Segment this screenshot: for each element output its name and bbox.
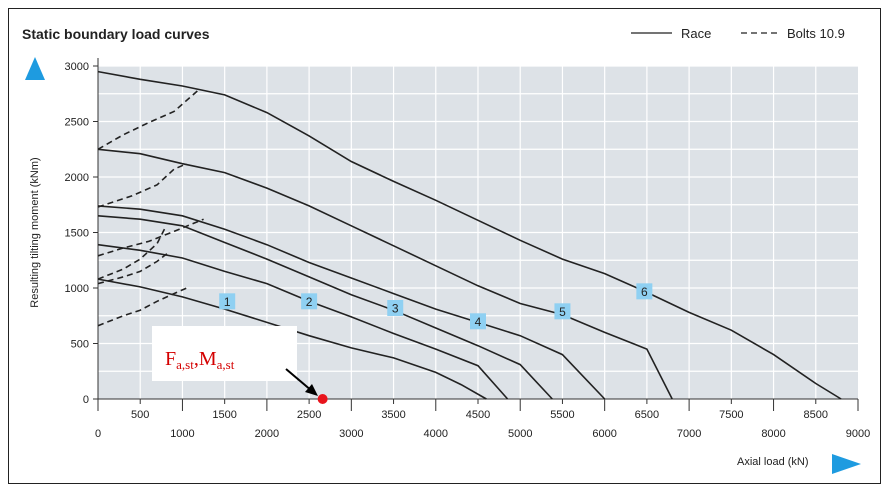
race-curve-5 — [97, 148, 673, 400]
y-tick-label: 3000 — [65, 61, 89, 73]
x-tick-label: 6000 — [592, 428, 616, 440]
x-tick-label: 8000 — [761, 428, 785, 440]
y-tick-label: 1500 — [65, 228, 89, 240]
x-tick-label: 7500 — [719, 409, 743, 421]
curve-label: 4 — [475, 315, 482, 329]
y-tick-label: 500 — [71, 339, 89, 351]
annotation: Fa,st,Ma,st — [152, 326, 328, 404]
x-tick-label: 2500 — [297, 409, 321, 421]
race-curve-4 — [97, 205, 606, 400]
curve-label-box — [387, 299, 404, 316]
bolt-curve-11 — [97, 162, 188, 208]
y-axis-label: Resulting tilting moment (kNm) — [29, 157, 41, 307]
race-curve-3 — [97, 215, 553, 400]
x-tick-label: 0 — [95, 428, 101, 440]
legend: Race Bolts 10.9 — [631, 26, 845, 41]
x-tick-label: 1500 — [212, 409, 236, 421]
annotation-arrow-line — [285, 368, 313, 392]
curve-label: 3 — [392, 301, 399, 315]
chart-title: Static boundary load curves — [22, 26, 210, 42]
x-tick-label: 500 — [131, 409, 149, 421]
curve-label: 2 — [306, 295, 313, 309]
x-tick-label: 2000 — [255, 428, 279, 440]
legend-label-bolts: Bolts 10.9 — [787, 26, 845, 41]
curve-label-box — [301, 293, 318, 310]
x-tick-label: 3500 — [381, 409, 405, 421]
y-tick-labels: 0 500 1000 1500 2000 2500 3000 — [65, 61, 98, 406]
x-tick-label: 3000 — [339, 428, 363, 440]
race-curve-6 — [97, 70, 842, 400]
x-axis-arrow-icon — [832, 454, 861, 474]
y-tick-label: 2500 — [65, 117, 89, 129]
annotation-label: Fa,st,Ma,st — [165, 348, 235, 372]
x-tick-label: 4500 — [466, 409, 490, 421]
annotation-point — [317, 394, 328, 404]
y-tick-label: 0 — [83, 394, 89, 406]
legend-label-race: Race — [681, 26, 711, 41]
curve-label: 5 — [559, 305, 566, 319]
x-axis-label: Axial load (kN) — [737, 456, 809, 468]
x-tick-label: 5000 — [508, 428, 532, 440]
curve-label-box — [636, 283, 653, 300]
y-axis-arrow-icon — [25, 57, 45, 80]
curve-label-box — [219, 293, 236, 310]
x-tick-label: 9000 — [846, 428, 870, 440]
curve-labels: 1 2 3 4 5 6 — [219, 283, 653, 330]
bolt-curve-8 — [97, 250, 171, 285]
annotation-box — [152, 326, 297, 381]
y-tick-label: 2000 — [65, 172, 89, 184]
bolt-curve-10 — [97, 218, 204, 257]
x-tick-label: 1000 — [170, 428, 194, 440]
curve-label-box — [470, 313, 486, 330]
x-tick-label: 6500 — [635, 409, 659, 421]
x-tick-labels: 500 1500 2500 3500 4500 5500 6500 7500 8500 0 1000… — [95, 399, 870, 440]
race-curve-1 — [97, 278, 487, 400]
x-tick-label: 5500 — [550, 409, 574, 421]
y-tick-label: 1000 — [65, 283, 89, 295]
bolt-curve-7 — [97, 287, 188, 327]
annotation-arrow-head-icon — [305, 384, 318, 396]
curve-label: 6 — [641, 285, 648, 299]
x-tick-label: 7000 — [677, 428, 701, 440]
x-tick-label: 8500 — [804, 409, 828, 421]
x-tick-label: 4000 — [424, 428, 448, 440]
curve-label: 1 — [224, 295, 231, 309]
curve-label-box — [554, 303, 571, 320]
curves — [97, 70, 842, 400]
